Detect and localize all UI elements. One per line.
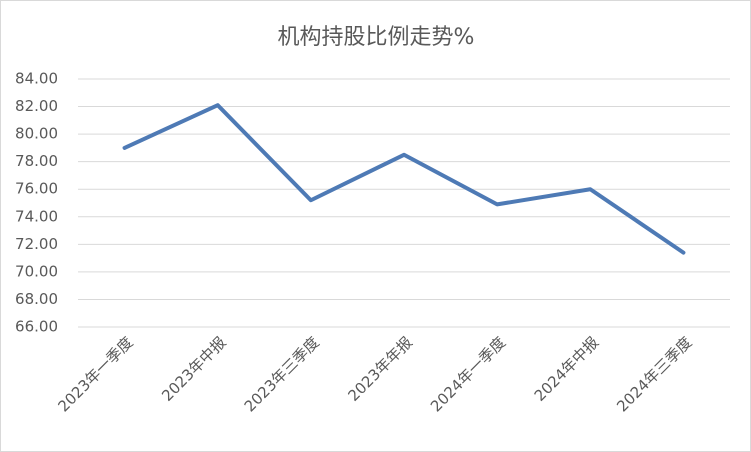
y-tick-label: 82.00 [15,97,58,115]
y-tick-label: 76.00 [15,180,58,198]
y-tick-label: 84.00 [15,70,58,88]
y-tick-label: 68.00 [15,290,58,308]
y-tick-label: 78.00 [15,152,58,170]
y-tick-label: 70.00 [15,262,58,280]
y-tick-label: 72.00 [15,235,58,253]
line-series [122,103,686,255]
chart-title: 机构持股比例走势% [278,25,475,50]
y-tick-label: 80.00 [15,125,58,143]
y-tick-label: 74.00 [15,207,58,225]
y-tick-label: 66.00 [15,318,58,336]
